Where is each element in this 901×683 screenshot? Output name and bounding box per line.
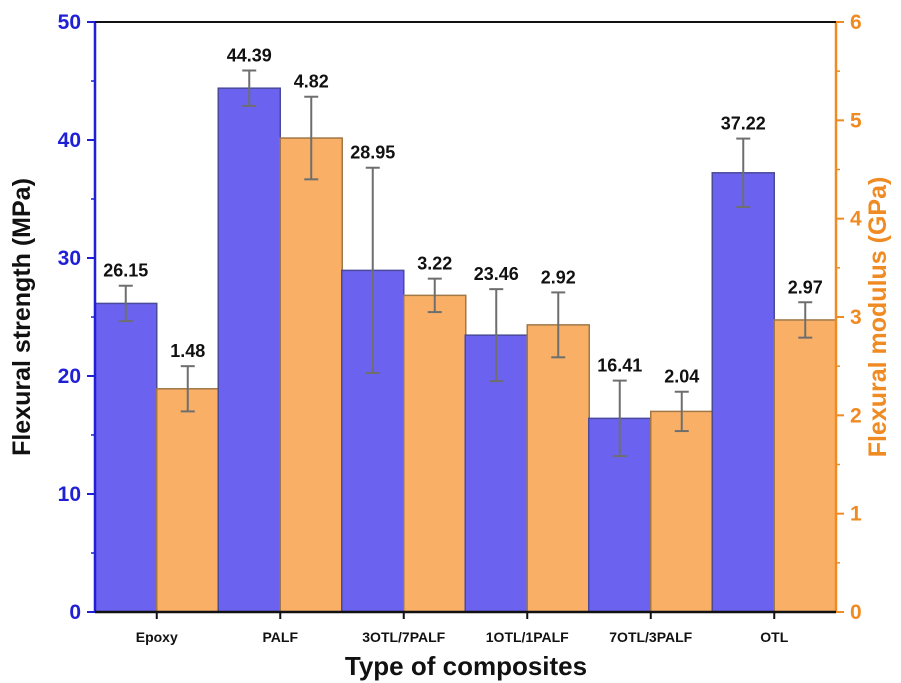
x-tick-label-3: 1OTL/1PALF <box>486 629 569 645</box>
bar-modulus-5 <box>773 319 837 613</box>
x-tick-label-5: OTL <box>760 629 788 645</box>
bar-strength-1 <box>217 87 281 613</box>
y-right-tick-label-6: 6 <box>850 11 862 34</box>
data-label-strength-0: 26.15 <box>103 261 148 281</box>
y-left-tick-label-0: 0 <box>69 601 81 624</box>
bar-modulus-1 <box>279 137 343 613</box>
y-right-tick-label-1: 1 <box>850 503 862 526</box>
bar-modulus-3 <box>526 324 590 613</box>
bar-modulus-0 <box>156 388 220 613</box>
y-left-tick-label-4: 40 <box>58 129 81 152</box>
data-label-modulus-4: 2.04 <box>664 367 699 387</box>
x-tick-label-2: 3OTL/7PALF <box>362 629 445 645</box>
data-labels-layer: 26.15 1.48 44.39 4.82 28.95 3.22 23.46 2.92 16.4… <box>103 45 823 386</box>
y-right-tick-label-2: 2 <box>850 404 862 427</box>
axes-layer <box>87 21 844 619</box>
error-bars-layer <box>118 69 813 458</box>
data-label-strength-2: 28.95 <box>350 143 395 163</box>
y-right-tick-label-0: 0 <box>850 601 862 624</box>
x-axis-title: Type of composites <box>345 651 587 681</box>
data-label-strength-5: 37.22 <box>721 114 766 134</box>
x-tick-label-4: 7OTL/3PALF <box>609 629 692 645</box>
data-label-strength-3: 23.46 <box>474 264 519 284</box>
tick-labels-layer: Epoxy PALF 3OTL/7PALF 1OTL/1PALF 7OTL/3PALF O… <box>58 11 862 645</box>
bar-strength-0 <box>94 302 158 613</box>
data-label-strength-4: 16.41 <box>597 356 642 376</box>
data-label-modulus-0: 1.48 <box>170 341 205 361</box>
y-left-tick-label-5: 50 <box>58 11 81 34</box>
y-right-tick-label-4: 4 <box>850 208 862 231</box>
y-axis-left-title: Flexural strength (MPa) <box>8 178 36 456</box>
data-label-modulus-5: 2.97 <box>788 277 823 297</box>
y-right-tick-label-3: 3 <box>850 306 862 329</box>
bars-layer <box>94 87 837 613</box>
x-tick-label-0: Epoxy <box>136 629 178 645</box>
x-tick-label-1: PALF <box>262 629 298 645</box>
bar-strength-5 <box>711 172 775 613</box>
data-label-modulus-1: 4.82 <box>294 72 329 92</box>
y-left-tick-label-3: 30 <box>58 247 81 270</box>
data-label-modulus-3: 2.92 <box>541 267 576 287</box>
data-label-strength-1: 44.39 <box>227 45 272 65</box>
y-right-tick-label-5: 5 <box>850 109 862 132</box>
bar-modulus-4 <box>650 410 714 613</box>
y-left-tick-label-1: 10 <box>58 483 81 506</box>
bar-modulus-2 <box>403 294 467 613</box>
data-label-modulus-2: 3.22 <box>417 254 452 274</box>
y-axis-right-title: Flexural modulus (GPa) <box>864 177 892 458</box>
y-left-tick-label-2: 20 <box>58 365 81 388</box>
